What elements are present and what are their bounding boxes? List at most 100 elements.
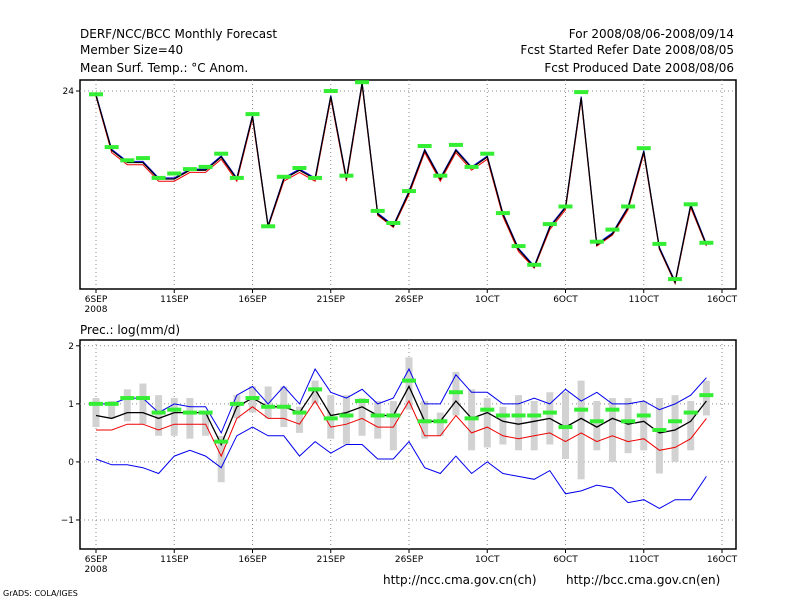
url-chinese[interactable]: http://ncc.cma.gov.cn(ch) (383, 573, 537, 587)
precipitation-ensemble_mean-line (95, 384, 707, 447)
temperature-x-tick-label: 26SEP (395, 295, 424, 305)
temperature-panel: 6SEP 11SEP 16SEP 21SEP 26SEP 1OCT 6OCT 11OCT 16O… (63, 79, 738, 315)
observed-marker (120, 396, 135, 401)
precipitation-x-tick-label: 11OCT (629, 555, 660, 565)
observed-marker (574, 407, 589, 412)
observed-marker (527, 413, 542, 418)
observed-marker (355, 80, 370, 85)
header-period: For 2008/08/06-2008/09/14 (569, 27, 734, 41)
header-title: DERF/NCC/BCC Monthly Forecast (80, 27, 277, 41)
precipitation-y-tick-label: 2 (68, 342, 74, 352)
observed-marker (386, 221, 401, 225)
precipitation-y-tick-label: −1 (61, 516, 74, 526)
observed-marker (464, 164, 479, 169)
temperature-frame (79, 79, 737, 290)
observed-marker (339, 413, 354, 418)
url-english[interactable]: http://bcc.cma.gov.cn(en) (566, 573, 720, 587)
member-range-bar (389, 400, 397, 451)
precipitation-x-tick-label: 21SEP (317, 555, 346, 565)
observed-marker (214, 151, 229, 156)
observed-marker (683, 202, 698, 207)
observed-marker (151, 410, 166, 415)
precipitation-x-tick-label: 11SEP (160, 555, 189, 565)
precipitation-frame (79, 339, 737, 550)
observed-marker (417, 144, 432, 148)
header-member-size: Member Size=40 (80, 43, 183, 57)
observed-marker (370, 208, 385, 213)
temperature-x-tick-label: 21SEP (317, 295, 346, 305)
observed-marker (652, 241, 667, 246)
observed-marker (511, 413, 526, 418)
observed-marker (495, 413, 510, 418)
observed-marker (464, 416, 479, 421)
observed-marker (167, 171, 182, 176)
precipitation-x-tick-label: 16OCT (707, 555, 738, 565)
member-range-bar (499, 406, 507, 445)
grads-credit: GrADS: COLA/IGES (3, 589, 78, 598)
precipitation-x-axis: 6SEP 11SEP 16SEP 21SEP 26SEP 1OCT 6OCT 11OCT 16O… (85, 549, 738, 575)
observed-marker (386, 413, 401, 418)
observed-marker (636, 146, 651, 151)
temperature-forecast_low-line (95, 85, 707, 286)
observed-marker (276, 174, 291, 179)
member-range-bar (671, 395, 679, 462)
member-range-bar (593, 400, 601, 451)
observed-marker (292, 166, 307, 170)
observed-marker (182, 410, 197, 415)
temperature-x-tick-label: 6OCT (553, 295, 578, 305)
observed-marker (355, 398, 370, 403)
observed-marker (370, 413, 385, 418)
observed-marker (699, 393, 714, 398)
member-range-bar (436, 412, 444, 436)
observed-marker (104, 401, 119, 406)
precipitation-ensemble_p25-line (96, 399, 707, 458)
member-range-bar (608, 398, 616, 462)
observed-marker (214, 439, 229, 444)
observed-marker (621, 419, 636, 424)
observed-marker (120, 158, 135, 163)
observed-marker (182, 167, 197, 172)
precipitation-ensemble_max-line (96, 367, 707, 435)
observed-marker (527, 262, 542, 267)
precipitation-x-tick-label: 1OCT (475, 555, 500, 565)
observed-marker (668, 277, 683, 282)
temperature-x-tick-label: 11OCT (629, 295, 660, 305)
observed-marker (652, 427, 667, 432)
observed-marker (558, 425, 573, 430)
precipitation-observed-markers (89, 378, 714, 444)
observed-marker (198, 164, 213, 169)
member-range-bar (92, 398, 100, 428)
member-range-bar (405, 357, 413, 410)
observed-marker (323, 416, 338, 421)
temperature-y-axis: 24 (63, 87, 80, 97)
member-range-bar (483, 398, 491, 448)
observed-marker (417, 419, 432, 424)
temperature-x-year-label: 2008 (85, 305, 108, 315)
observed-marker (558, 204, 573, 209)
member-range-bar (640, 400, 648, 451)
observed-marker (480, 151, 495, 156)
observed-marker (261, 224, 276, 229)
observed-marker (574, 90, 589, 95)
observed-marker (511, 244, 526, 249)
member-range-bar (655, 398, 663, 474)
header-start-date: Fcst Started Refer Date 2008/08/05 (520, 43, 734, 57)
member-range-bar (123, 389, 131, 422)
member-range-bar (311, 380, 319, 404)
member-range-bar (342, 395, 350, 445)
observed-marker (542, 410, 557, 415)
observed-marker (668, 419, 683, 424)
temperature-y-tick-label: 24 (63, 87, 75, 97)
observed-marker (542, 222, 557, 227)
observed-marker (89, 401, 103, 406)
member-range-bar (577, 380, 585, 480)
precipitation-x-tick-label: 16SEP (238, 555, 267, 565)
precipitation-y-axis: 2 1 0 −1 (61, 342, 80, 526)
member-range-bar (515, 395, 523, 451)
precip-panel-title: Prec.: log(mm/d) (80, 323, 180, 337)
observed-marker (292, 410, 307, 415)
member-range-bar (358, 398, 366, 436)
precipitation-ensemble_min-line (95, 426, 707, 509)
member-range-bar (264, 386, 272, 419)
temperature-x-tick-label: 6SEP (85, 295, 108, 305)
